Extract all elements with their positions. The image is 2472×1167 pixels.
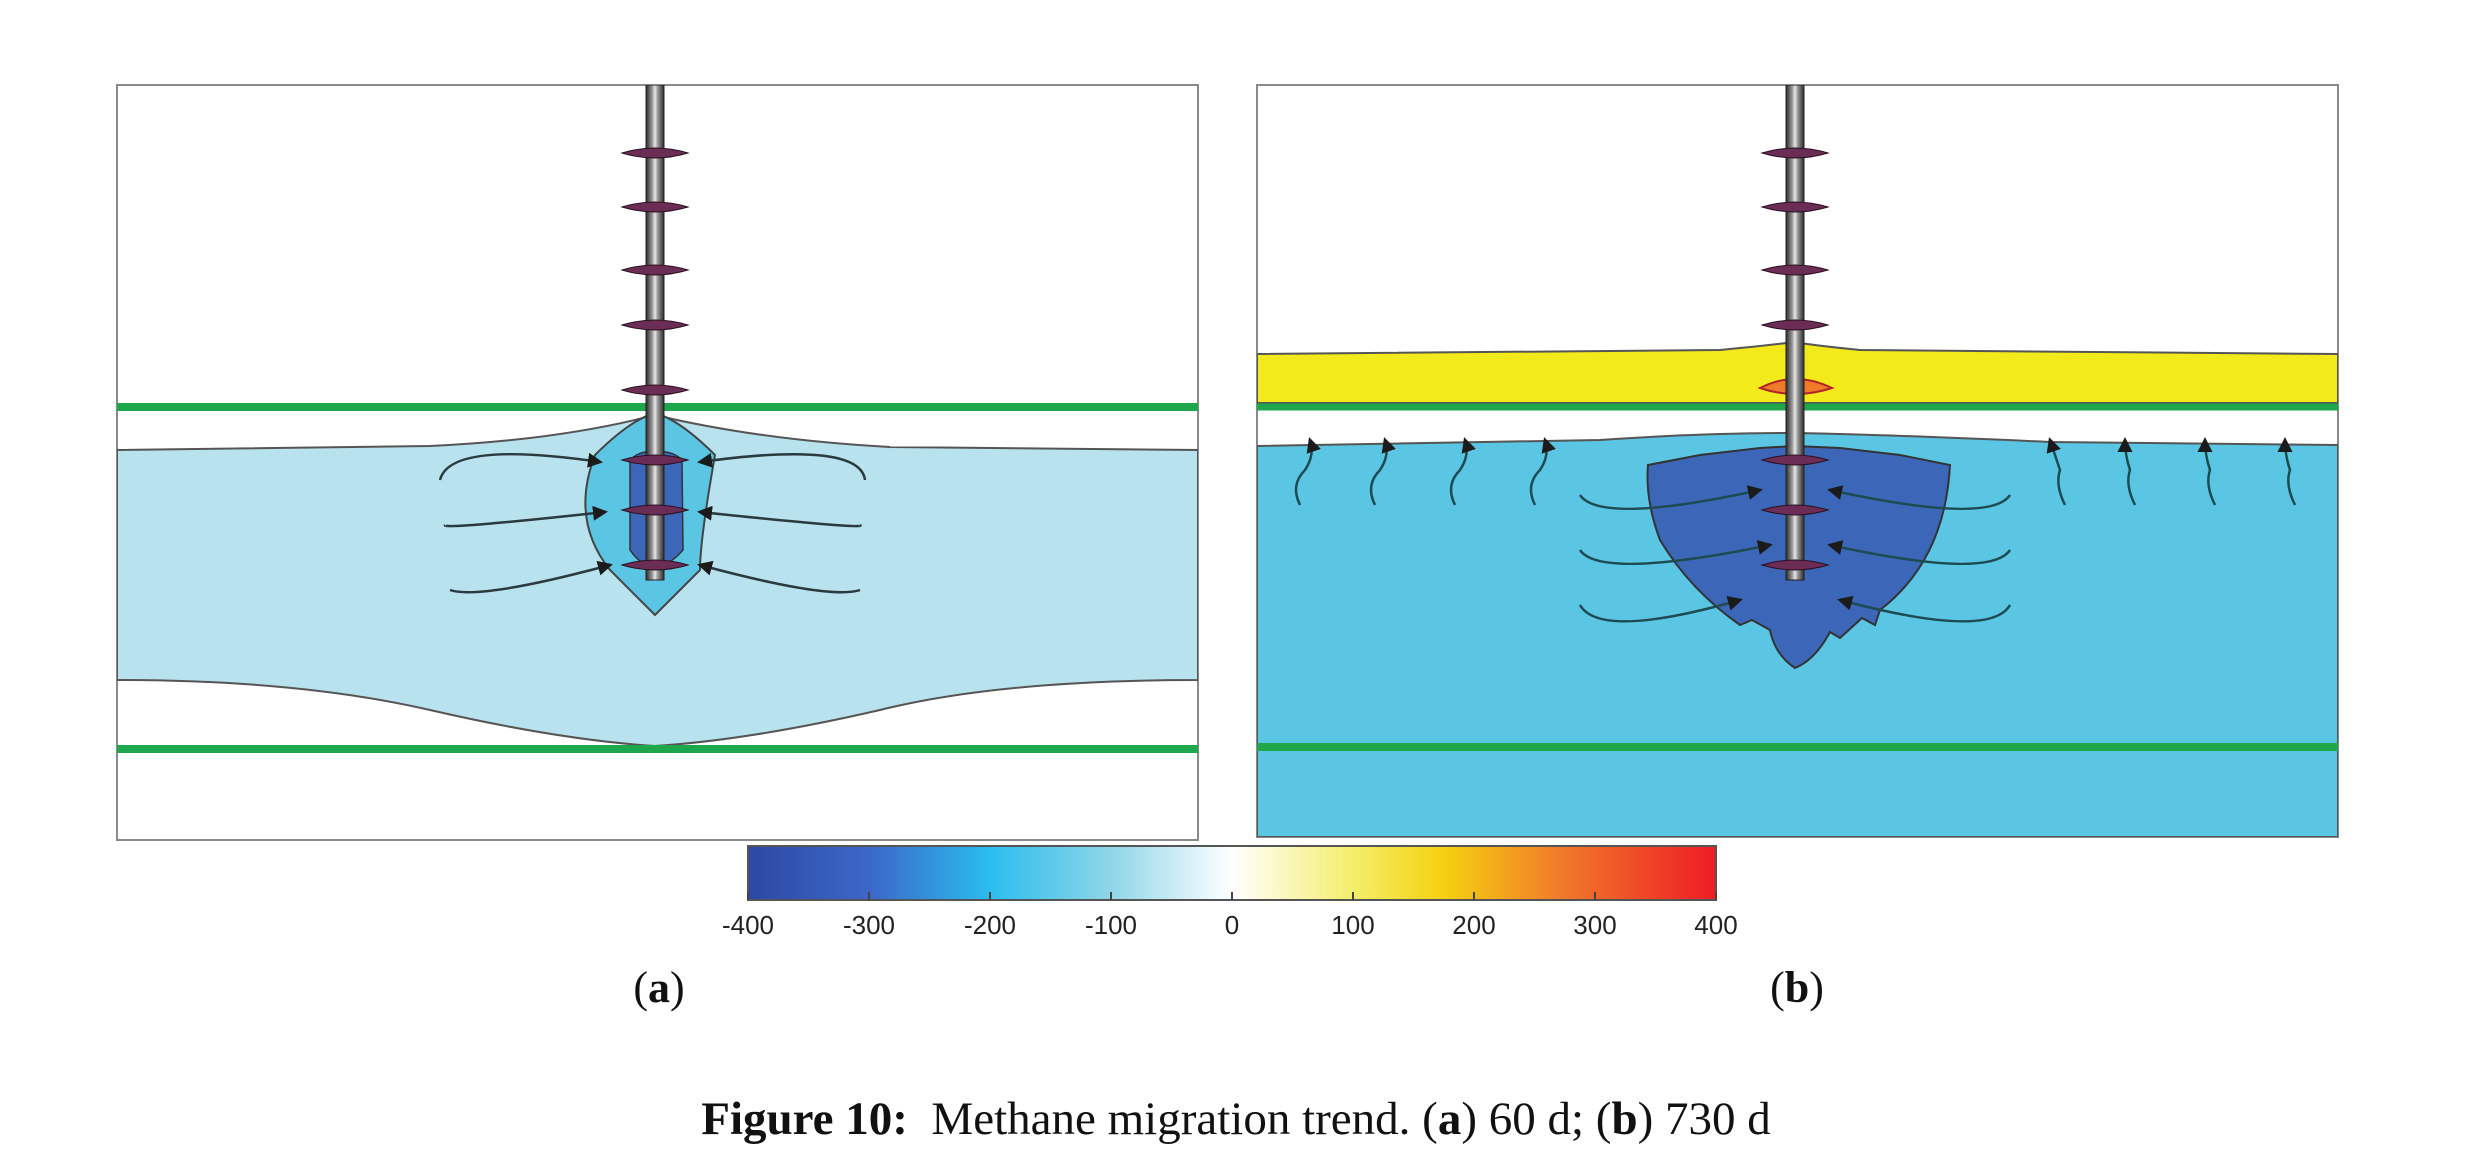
colorbar-tick-label: 400 <box>1694 910 1737 940</box>
caption-a-label: a <box>1437 1093 1462 1145</box>
colorbar-tick-label: 0 <box>1225 910 1239 940</box>
panel-b-flow-arrows <box>1578 485 2012 623</box>
caption-b-text: ) 730 d <box>1637 1093 1771 1145</box>
colorbar-tick-label: 300 <box>1573 910 1616 940</box>
figure-number: Figure 10: <box>701 1093 908 1145</box>
colorbar-ticks: -400 -300 -200 -100 0 100 200 300 400 <box>722 892 1738 940</box>
colorbar-gradient <box>747 845 1717 901</box>
panel-b-label: (b) <box>1770 963 1824 1012</box>
colorbar-tick-label: -100 <box>1085 910 1137 940</box>
panel-a-flow-arrows <box>438 452 867 594</box>
caption-a-text: ) 60 d; ( <box>1461 1093 1612 1145</box>
colorbar-tick-label: -300 <box>843 910 895 940</box>
panel-a-perforations <box>620 147 690 571</box>
panel-a-plot <box>116 84 1199 841</box>
panel-b-plot <box>1256 84 2339 838</box>
colorbar-tick-label: 200 <box>1452 910 1495 940</box>
panel-a-label: (a) <box>633 963 684 1012</box>
panel-b-perforations <box>1760 147 1830 571</box>
colorbar: -400 -300 -200 -100 0 100 200 300 400 <box>722 845 1738 940</box>
colorbar-tick-label: -200 <box>964 910 1016 940</box>
colorbar-tick-label: 100 <box>1331 910 1374 940</box>
caption-text-prefix: Methane migration trend. ( <box>931 1093 1438 1145</box>
panel-b-upward-arrows <box>1294 437 2297 506</box>
figure-caption: Figure 10: Methane migration trend. (a) … <box>0 1092 2472 1146</box>
colorbar-tick-label: -400 <box>722 910 774 940</box>
caption-b-label: b <box>1611 1093 1638 1145</box>
